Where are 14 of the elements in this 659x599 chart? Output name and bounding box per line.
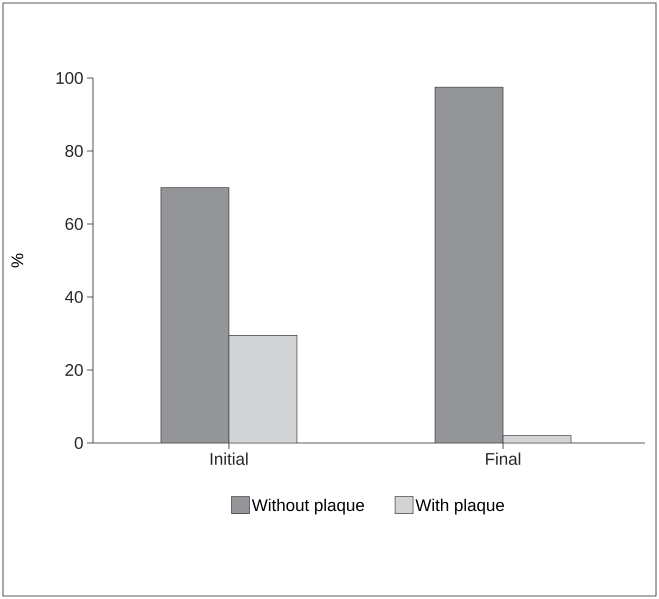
y-tick-label: 80 xyxy=(65,145,83,157)
y-tick-label: 100 xyxy=(56,72,83,84)
legend-label: Without plaque xyxy=(252,498,364,514)
legend-label: With plaque xyxy=(415,498,504,514)
bar xyxy=(228,335,298,443)
y-tick-label: 20 xyxy=(66,364,83,376)
bar xyxy=(434,86,504,443)
bar xyxy=(160,187,230,443)
x-tick-label: Final xyxy=(486,452,520,465)
y-axis-title: % xyxy=(11,254,24,268)
y-tick-label: 0 xyxy=(74,437,83,449)
x-tick-label: Initial xyxy=(210,452,248,465)
y-tick-label: 60 xyxy=(66,218,83,230)
y-tick-label: 40 xyxy=(65,291,83,303)
